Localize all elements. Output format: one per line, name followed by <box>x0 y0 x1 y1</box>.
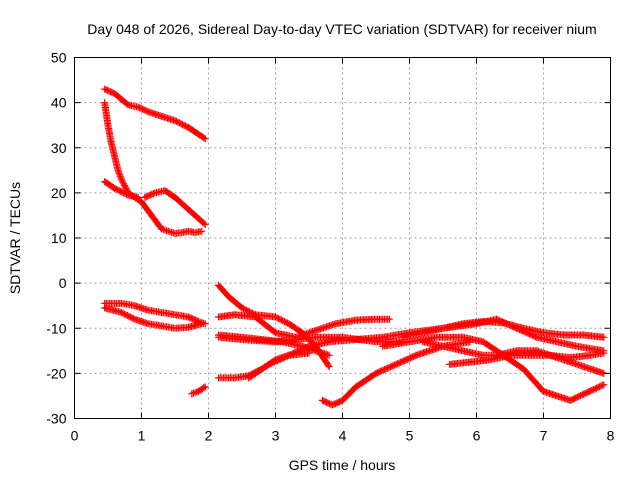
x-tick-label: 2 <box>205 428 213 444</box>
data-point-marker <box>125 312 133 320</box>
data-series <box>101 85 209 143</box>
data-point-marker <box>120 310 128 318</box>
data-series <box>101 299 209 328</box>
data-point <box>600 381 608 389</box>
data-point <box>238 304 246 312</box>
data-point <box>198 227 206 235</box>
y-tick-label: 10 <box>51 230 67 246</box>
y-tick-label: -30 <box>46 411 66 427</box>
axis-ticks <box>74 57 611 419</box>
data-series <box>188 383 209 398</box>
data-point-marker <box>181 122 189 130</box>
data-point-marker <box>126 313 134 321</box>
data-point-marker <box>119 178 127 186</box>
data-point <box>134 193 142 201</box>
data-point-marker <box>324 361 332 369</box>
data-point-marker <box>121 183 129 191</box>
data-point <box>272 313 279 321</box>
data-point-marker <box>120 189 128 197</box>
data-point <box>325 351 333 359</box>
data-series <box>141 187 209 228</box>
data-point-marker <box>121 190 129 198</box>
data-point-marker <box>118 188 126 196</box>
data-point-marker <box>275 315 282 322</box>
data-point <box>201 383 209 391</box>
data-point-marker <box>173 117 180 125</box>
data-point-marker <box>273 314 281 322</box>
data-point-marker <box>174 118 182 126</box>
data-point-marker <box>200 384 208 392</box>
data-point-marker <box>122 184 130 192</box>
data-series <box>101 304 206 332</box>
data-point-marker <box>282 318 290 326</box>
y-tick-label: 50 <box>51 50 67 66</box>
data-point-marker <box>180 121 188 129</box>
x-tick-label: 3 <box>272 428 280 444</box>
y-tick-label: 30 <box>51 140 67 156</box>
data-series <box>215 333 407 346</box>
data-point-marker <box>116 171 124 179</box>
data-point-marker <box>241 305 249 313</box>
data-point-marker <box>123 190 131 198</box>
data-point-marker <box>129 315 137 322</box>
x-tick-label: 6 <box>473 428 481 444</box>
x-tick-label: 1 <box>138 428 146 444</box>
x-tick-label: 8 <box>607 428 615 444</box>
chart-title: Day 048 of 2026, Sidereal Day-to-day VTE… <box>87 21 596 37</box>
data-points <box>101 85 608 409</box>
data-point-marker <box>120 180 128 188</box>
data-point <box>171 117 179 125</box>
data-point-marker <box>200 134 208 142</box>
y-tick-label: -20 <box>46 365 66 381</box>
y-tick-label: 20 <box>51 185 67 201</box>
data-point <box>385 315 393 323</box>
data-point <box>198 320 206 328</box>
data-point-marker <box>112 185 120 193</box>
data-point <box>201 135 209 143</box>
data-point-marker <box>279 317 287 325</box>
tick-labels: 0 1 2 3 4 5 6 7 8 -30 -20 -10 0 10 20 30 40 50 <box>46 50 614 444</box>
data-point <box>111 184 119 192</box>
data-series <box>101 99 206 237</box>
x-axis-label: GPS time / hours <box>289 457 396 473</box>
data-point-marker <box>178 120 186 128</box>
data-point-marker <box>575 392 583 400</box>
data-series <box>419 338 608 377</box>
data-point <box>201 221 209 228</box>
x-tick-label: 0 <box>71 428 79 444</box>
y-tick-label: 0 <box>59 275 67 291</box>
data-point-marker <box>119 309 127 317</box>
x-tick-label: 5 <box>406 428 414 444</box>
y-tick-label: 40 <box>51 95 67 111</box>
data-point-marker <box>128 314 136 322</box>
data-point-marker <box>280 318 288 325</box>
x-tick-label: 4 <box>339 428 347 444</box>
data-point-marker <box>114 186 122 194</box>
data-series <box>101 178 142 201</box>
x-tick-label: 7 <box>540 428 548 444</box>
data-series <box>215 281 333 371</box>
data-point-marker <box>200 219 208 227</box>
data-point <box>600 347 608 355</box>
y-axis-label: SDTVAR / TECUs <box>7 182 23 294</box>
data-point <box>600 333 608 341</box>
data-point <box>117 309 125 316</box>
data-point <box>325 363 333 371</box>
data-point-marker <box>120 181 128 189</box>
data-point <box>305 349 313 357</box>
data-point-marker <box>118 177 126 185</box>
data-series <box>493 315 608 355</box>
data-point <box>117 175 125 183</box>
data-point-marker <box>240 305 247 313</box>
y-tick-label: -10 <box>46 320 66 336</box>
grid-lines <box>74 57 611 419</box>
